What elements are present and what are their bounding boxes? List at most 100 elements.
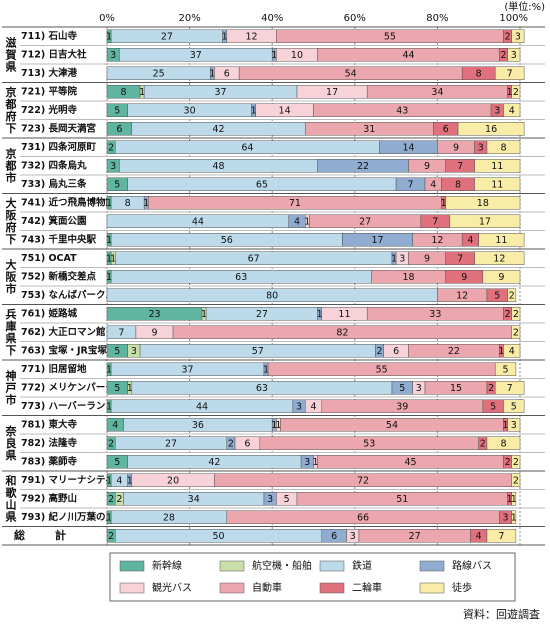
value-label: 2 <box>513 327 519 338</box>
value-label: 5 <box>114 457 120 468</box>
value-label: 8 <box>500 438 506 449</box>
group-label: 京都市 <box>4 146 18 183</box>
value-label: 34 <box>431 87 443 98</box>
value-label: 1 <box>139 87 145 98</box>
value-label: 53 <box>363 438 375 449</box>
value-label: 4 <box>310 401 316 412</box>
value-label: 64 <box>241 142 253 153</box>
value-label: 22 <box>357 161 369 172</box>
value-label: 22 <box>448 346 460 357</box>
bar-segment <box>511 510 517 524</box>
value-label: 4 <box>430 179 436 190</box>
value-label: 2 <box>108 142 114 153</box>
legend-swatch <box>119 582 145 594</box>
legend-label: 自動車 <box>252 581 282 594</box>
value-label: 1 <box>143 198 149 209</box>
value-label: 1 <box>271 420 277 431</box>
group-label: 京都府下 <box>4 85 18 134</box>
value-label: 44 <box>402 50 414 61</box>
value-label: 1 <box>275 420 281 431</box>
value-label: 51 <box>396 494 408 505</box>
bar-segment <box>511 473 521 487</box>
value-label: 1 <box>127 383 133 394</box>
value-label: 1 <box>209 68 215 79</box>
value-label: 4 <box>509 105 515 116</box>
value-label: 82 <box>336 327 348 338</box>
value-label: 3 <box>511 50 517 61</box>
category-label: 783) 薬師寺 <box>21 455 77 467</box>
value-label: 30 <box>184 105 196 116</box>
value-label: 1 <box>106 198 112 209</box>
value-label: 42 <box>212 124 224 135</box>
value-label: 8 <box>455 179 461 190</box>
value-label: 66 <box>357 512 369 523</box>
value-label: 2 <box>377 346 383 357</box>
x-tick-label: 80% <box>426 13 448 24</box>
bar-segment <box>511 455 521 469</box>
value-label: 14 <box>402 142 414 153</box>
value-label: 9 <box>424 253 430 264</box>
bar-segment <box>486 436 521 450</box>
unit-label: (単位:%) <box>504 0 545 13</box>
source: 資料：回遊調査 <box>463 607 540 621</box>
value-label: 48 <box>212 161 224 172</box>
value-label: 4 <box>294 216 300 227</box>
value-label: 3 <box>110 50 116 61</box>
value-label: 2 <box>108 494 114 505</box>
category-label: 722) 光明寺 <box>21 104 77 116</box>
value-label: 1 <box>391 253 397 264</box>
value-label: 4 <box>476 531 482 542</box>
value-label: 1 <box>304 216 310 227</box>
value-label: 44 <box>192 216 204 227</box>
value-label: 3 <box>478 142 484 153</box>
value-label: 3 <box>296 401 302 412</box>
value-label: 55 <box>376 364 388 375</box>
value-label: 50 <box>212 531 224 542</box>
group-label: 大阪府下 <box>4 196 17 245</box>
value-label: 1 <box>222 31 228 42</box>
bar-segment <box>486 529 517 543</box>
group-label: 神戸市 <box>4 368 17 405</box>
value-label: 2 <box>505 457 511 468</box>
value-label: 2 <box>500 50 506 61</box>
bar-segment <box>511 492 517 506</box>
value-label: 3 <box>267 494 273 505</box>
value-label: 3 <box>503 512 509 523</box>
value-label: 2 <box>488 383 494 394</box>
value-label: 17 <box>371 235 383 246</box>
group-label: 滋賀県 <box>4 35 18 72</box>
category-label: 782) 法隆寺 <box>21 437 77 449</box>
value-label: 23 <box>148 309 160 320</box>
value-label: 1 <box>106 31 112 42</box>
bar-segment <box>503 103 521 117</box>
value-label: 27 <box>409 531 421 542</box>
bar-segment <box>474 251 525 265</box>
value-label: 27 <box>359 216 371 227</box>
value-label: 2 <box>505 309 511 320</box>
value-label: 3 <box>399 253 405 264</box>
value-label: 7 <box>498 531 504 542</box>
category-label: 721) 平等院 <box>21 85 77 97</box>
value-label: 42 <box>208 457 220 468</box>
bar-segment <box>474 159 521 173</box>
value-label: 11 <box>338 309 350 320</box>
value-label: 65 <box>256 179 268 190</box>
value-label: 5 <box>503 364 509 375</box>
value-label: 6 <box>244 438 250 449</box>
value-label: 1 <box>317 309 323 320</box>
value-label: 1 <box>498 346 504 357</box>
value-label: 55 <box>384 31 396 42</box>
value-label: 27 <box>161 31 173 42</box>
value-label: 5 <box>284 494 290 505</box>
value-label: 1 <box>507 87 513 98</box>
x-tick-label: 40% <box>261 13 283 24</box>
bar-segment <box>478 233 525 247</box>
value-label: 6 <box>393 346 399 357</box>
value-label: 3 <box>494 105 500 116</box>
category-label: 753) なんばパークス <box>21 289 115 301</box>
value-label: 2 <box>108 531 114 542</box>
value-label: 14 <box>279 105 291 116</box>
value-label: 9 <box>453 142 459 153</box>
value-label: 3 <box>350 531 356 542</box>
group-label: 兵庫県下 <box>4 307 17 356</box>
